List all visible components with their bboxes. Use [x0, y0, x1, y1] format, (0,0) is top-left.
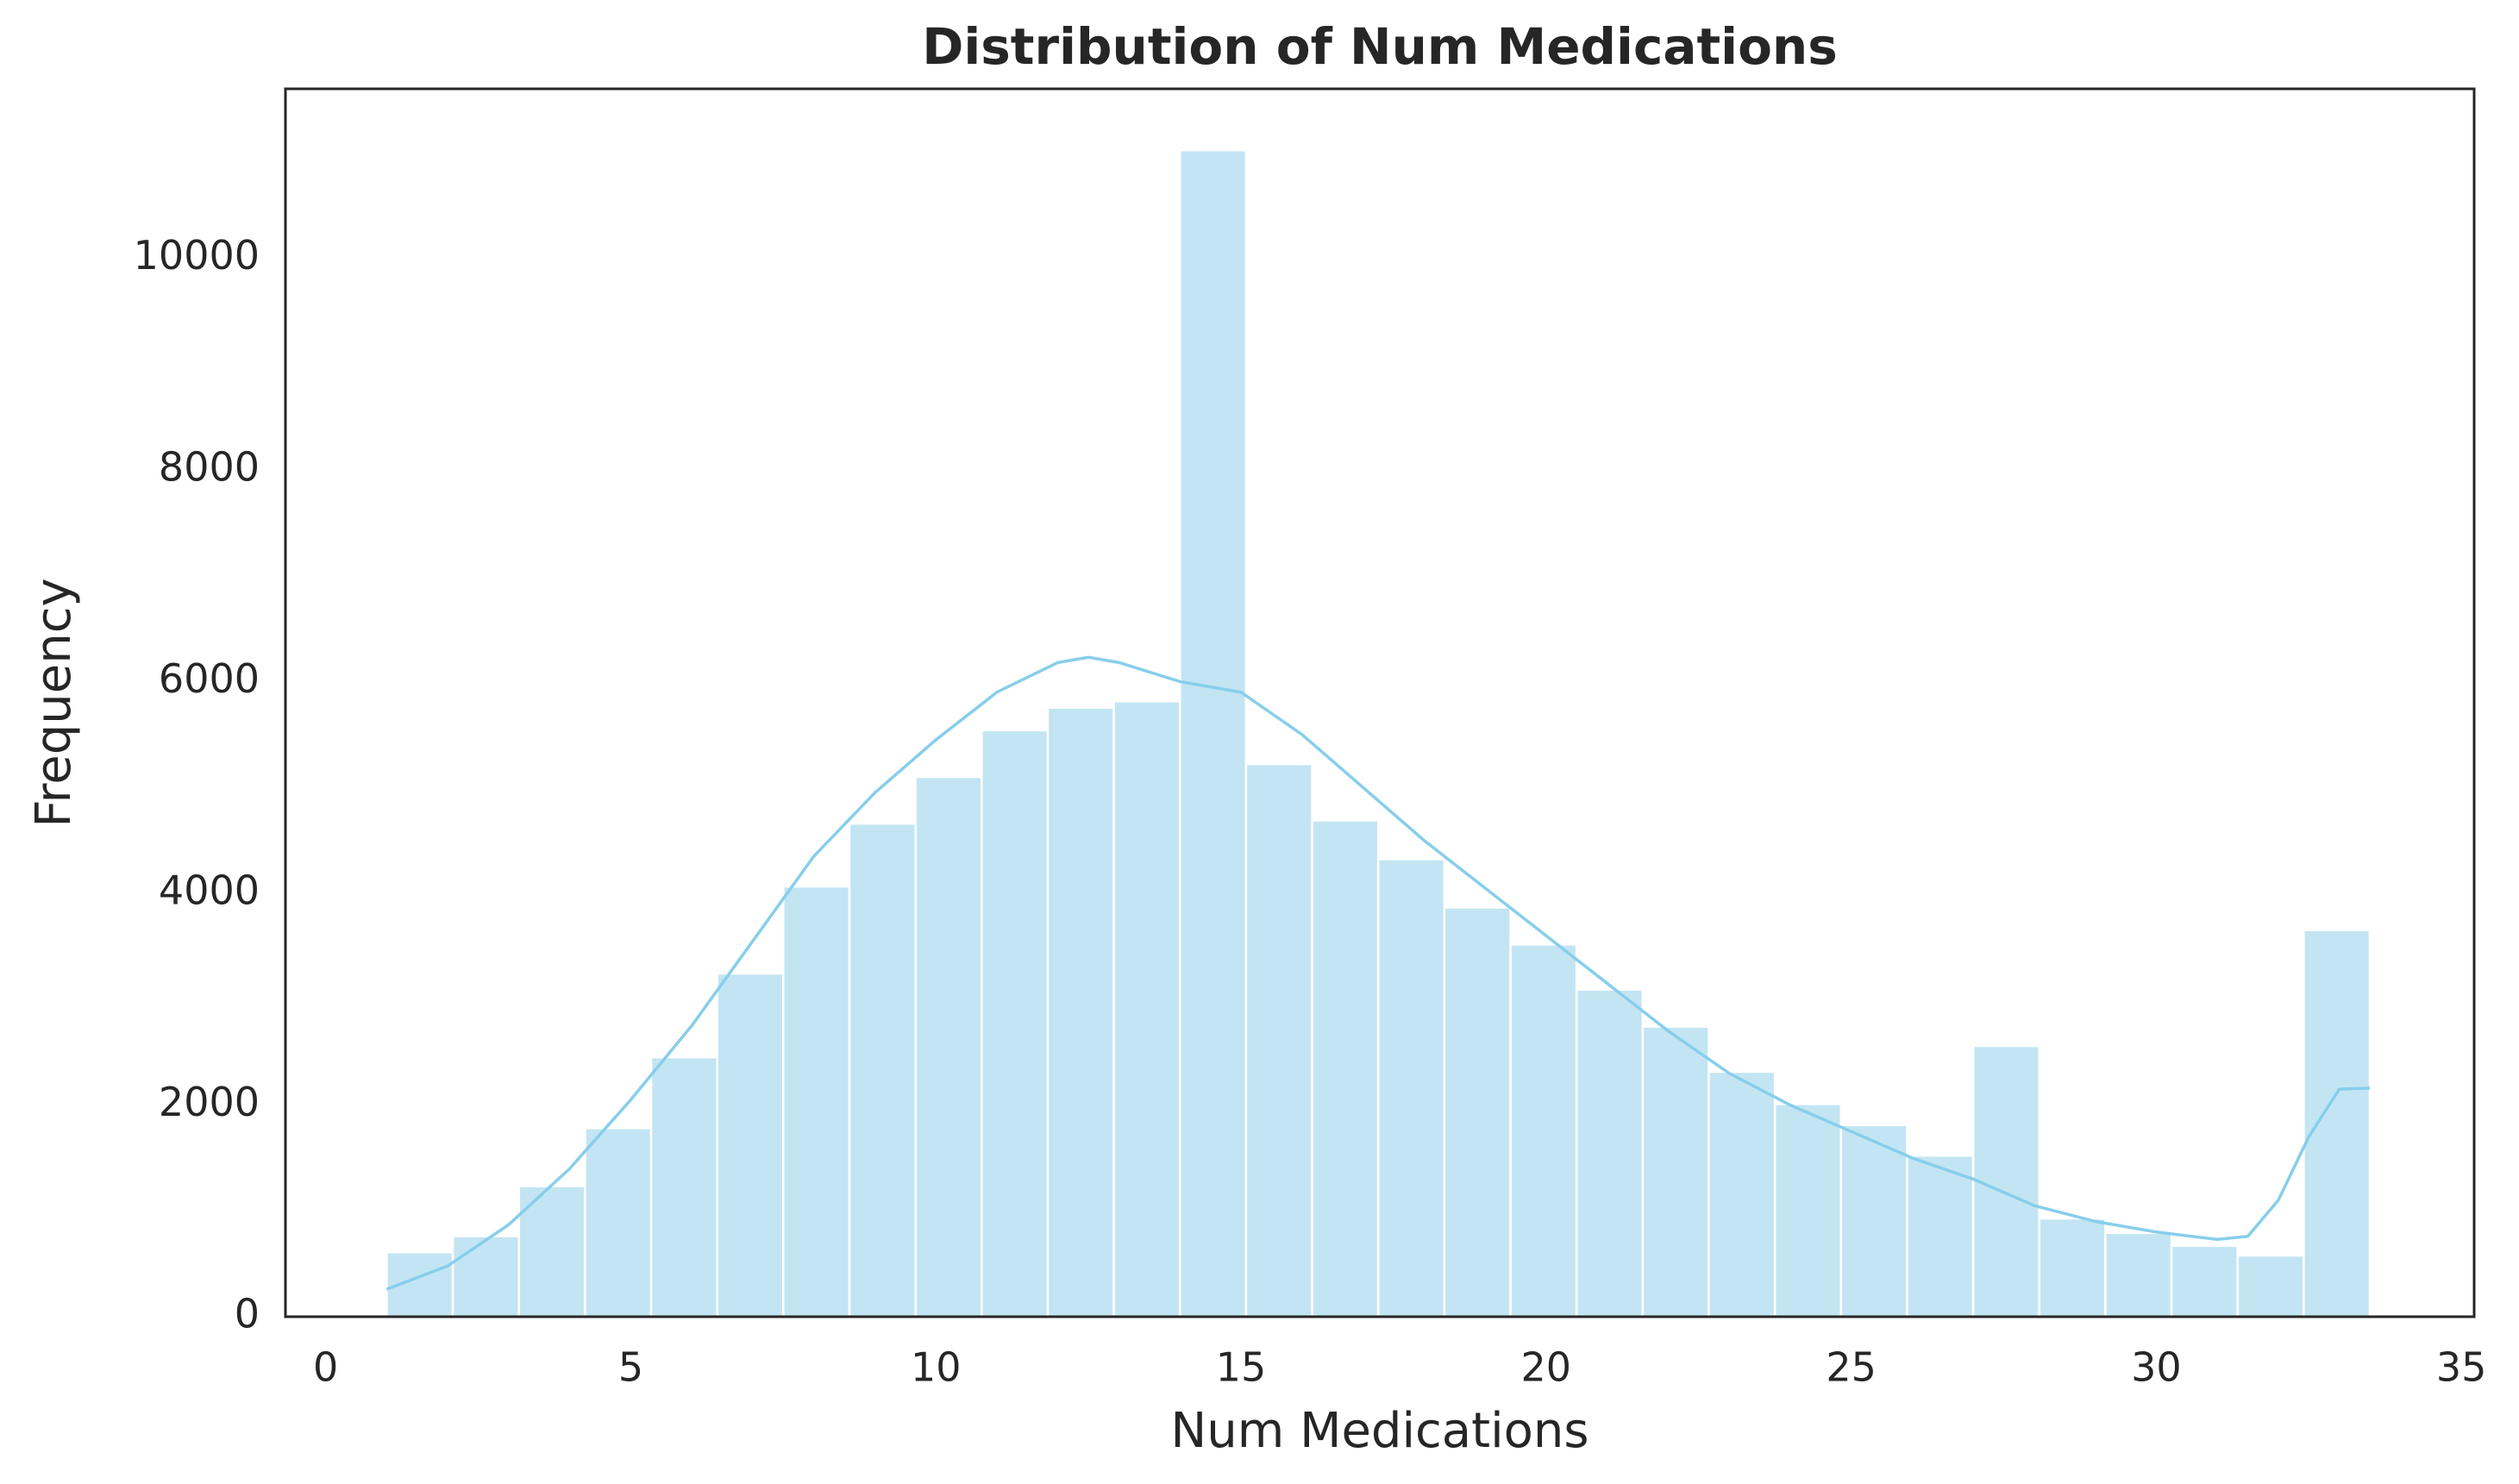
bar [716, 972, 785, 1318]
y-tick-label: 8000 [159, 443, 260, 490]
bar [1708, 1070, 1776, 1318]
bar [451, 1235, 521, 1318]
bar [1244, 762, 1313, 1318]
x-tick-label: 5 [618, 1344, 643, 1391]
bar [1839, 1124, 1908, 1318]
x-tick-label: 25 [1826, 1344, 1877, 1391]
bar [1575, 988, 1645, 1318]
x-tick-label: 20 [1521, 1344, 1572, 1391]
y-tick-label: 10000 [134, 232, 260, 279]
bar [1443, 906, 1512, 1318]
y-axis-label: Frequency [26, 578, 82, 827]
bar [584, 1127, 653, 1318]
x-tick-label: 30 [2131, 1344, 2182, 1391]
bar [2038, 1217, 2107, 1318]
x-tick-label: 10 [911, 1344, 962, 1391]
x-tick-label: 15 [1216, 1344, 1267, 1391]
plot-frame [284, 87, 2476, 1318]
bar [981, 729, 1050, 1318]
y-tick-label: 6000 [159, 655, 260, 702]
y-tick-label: 4000 [159, 867, 260, 913]
bar [914, 775, 983, 1318]
y-tick-label: 0 [235, 1291, 260, 1337]
y-tick-label: 2000 [159, 1079, 260, 1125]
x-tick-label: 35 [2436, 1344, 2487, 1391]
bar [649, 1055, 718, 1318]
bar [1046, 706, 1115, 1318]
bar [1179, 148, 1248, 1318]
bar [2303, 929, 2372, 1318]
bar [1509, 943, 1578, 1318]
chart-title: Distribution of Num Medications [922, 17, 1837, 76]
bar [2170, 1244, 2239, 1318]
bar [517, 1185, 586, 1318]
bar [1112, 700, 1181, 1318]
bar [1376, 858, 1446, 1318]
x-tick-label: 0 [313, 1344, 338, 1391]
bar [782, 885, 851, 1318]
bar [1641, 1025, 1710, 1318]
bar [1906, 1154, 1975, 1318]
x-axis-label: Num Medications [1170, 1403, 1588, 1459]
bar [1773, 1103, 1843, 1318]
kde-line [385, 655, 2371, 1291]
bar [1311, 819, 1380, 1318]
bar [2236, 1254, 2305, 1318]
bar [2104, 1231, 2173, 1318]
bar [848, 822, 917, 1318]
bar [1971, 1044, 2040, 1318]
